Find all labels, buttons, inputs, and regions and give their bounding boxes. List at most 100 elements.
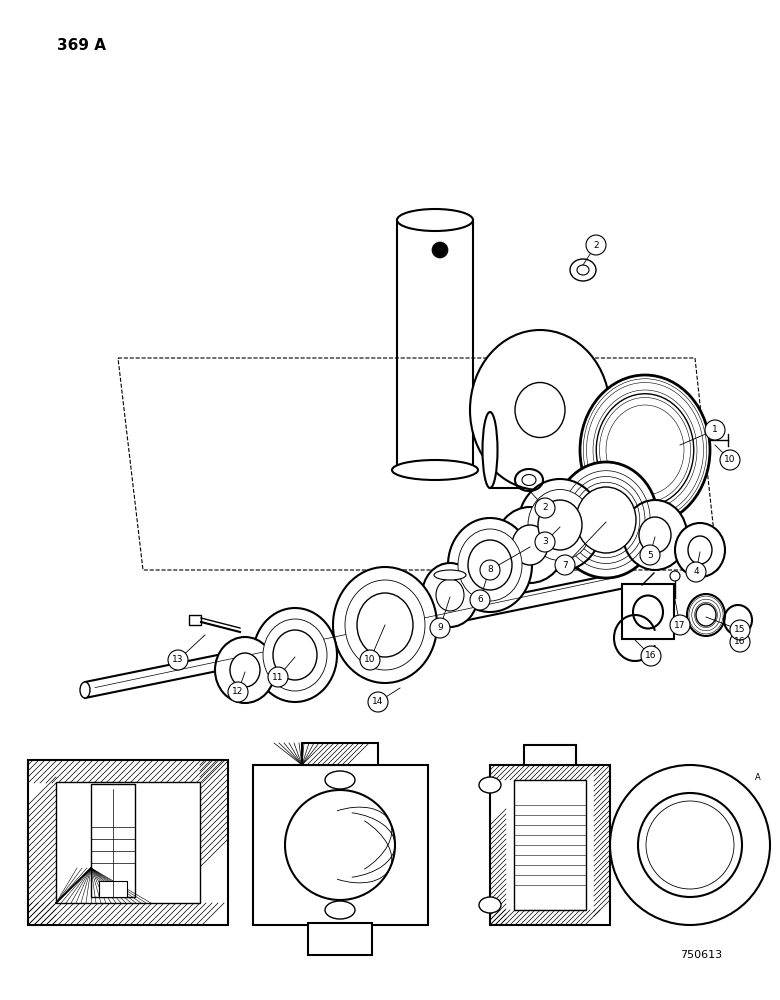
Ellipse shape — [392, 460, 478, 480]
Ellipse shape — [570, 259, 596, 281]
Circle shape — [360, 650, 380, 670]
Ellipse shape — [230, 653, 260, 687]
Ellipse shape — [458, 529, 522, 601]
Ellipse shape — [580, 375, 710, 525]
Circle shape — [638, 793, 742, 897]
Circle shape — [470, 590, 490, 610]
Ellipse shape — [422, 563, 478, 627]
Text: 14: 14 — [372, 698, 384, 706]
Text: 8: 8 — [488, 566, 493, 574]
Ellipse shape — [675, 523, 725, 577]
Ellipse shape — [333, 567, 437, 683]
Text: 10: 10 — [364, 656, 376, 664]
Ellipse shape — [577, 265, 589, 275]
Ellipse shape — [696, 604, 716, 626]
Circle shape — [368, 692, 388, 712]
Circle shape — [586, 235, 606, 255]
Circle shape — [285, 790, 395, 900]
Text: 13: 13 — [172, 656, 184, 664]
Circle shape — [730, 632, 750, 652]
Text: 750613: 750613 — [680, 950, 722, 960]
Text: 9: 9 — [437, 624, 443, 633]
Circle shape — [480, 560, 500, 580]
Ellipse shape — [515, 382, 565, 438]
Text: 2: 2 — [542, 504, 548, 512]
Circle shape — [720, 450, 740, 470]
Ellipse shape — [623, 500, 687, 570]
Ellipse shape — [325, 901, 355, 919]
Ellipse shape — [215, 637, 275, 703]
Bar — [56, 782, 200, 903]
Ellipse shape — [538, 500, 582, 550]
Ellipse shape — [345, 580, 425, 670]
Ellipse shape — [325, 771, 355, 789]
Text: A: A — [755, 772, 760, 782]
Bar — [524, 745, 576, 765]
Text: 16: 16 — [645, 652, 657, 660]
Text: 3: 3 — [542, 538, 548, 546]
Bar — [28, 760, 228, 925]
Text: 369 A: 369 A — [57, 37, 106, 52]
Text: 4: 4 — [693, 568, 699, 576]
Circle shape — [640, 545, 660, 565]
Circle shape — [432, 242, 448, 258]
Circle shape — [430, 618, 450, 638]
Ellipse shape — [688, 536, 712, 564]
FancyBboxPatch shape — [253, 765, 428, 925]
Ellipse shape — [273, 630, 317, 680]
Ellipse shape — [448, 518, 532, 612]
Bar — [91, 784, 135, 897]
Ellipse shape — [522, 475, 536, 486]
Text: 12: 12 — [232, 688, 243, 696]
Ellipse shape — [483, 412, 498, 488]
Ellipse shape — [512, 525, 548, 565]
Ellipse shape — [397, 209, 473, 231]
Ellipse shape — [80, 682, 90, 698]
Text: 2: 2 — [593, 240, 599, 249]
Ellipse shape — [479, 897, 501, 913]
Circle shape — [535, 498, 555, 518]
Ellipse shape — [518, 479, 602, 571]
Text: 1: 1 — [712, 426, 718, 434]
FancyBboxPatch shape — [622, 584, 674, 639]
Bar — [302, 743, 378, 765]
Ellipse shape — [576, 487, 636, 553]
Circle shape — [730, 620, 750, 640]
Circle shape — [228, 682, 248, 702]
Circle shape — [555, 555, 575, 575]
Ellipse shape — [470, 330, 610, 490]
Text: 6: 6 — [477, 595, 483, 604]
Ellipse shape — [479, 777, 501, 793]
FancyBboxPatch shape — [308, 923, 372, 955]
Circle shape — [670, 571, 680, 581]
Ellipse shape — [633, 595, 663, 629]
Circle shape — [268, 667, 288, 687]
Circle shape — [168, 650, 188, 670]
Ellipse shape — [495, 507, 565, 583]
Circle shape — [670, 615, 690, 635]
Text: 16: 16 — [734, 638, 746, 647]
Bar — [189, 615, 201, 625]
Ellipse shape — [253, 608, 337, 702]
Text: 15: 15 — [734, 626, 746, 635]
Ellipse shape — [596, 394, 693, 506]
Circle shape — [705, 420, 725, 440]
Ellipse shape — [468, 540, 512, 590]
Text: 7: 7 — [562, 560, 568, 570]
Ellipse shape — [554, 462, 658, 578]
Bar — [99, 881, 127, 897]
Ellipse shape — [687, 594, 725, 636]
Ellipse shape — [639, 517, 671, 553]
Ellipse shape — [357, 593, 413, 657]
Text: 17: 17 — [674, 620, 686, 630]
Ellipse shape — [436, 579, 464, 611]
Text: 5: 5 — [647, 550, 653, 560]
Bar — [514, 780, 586, 910]
Text: 11: 11 — [272, 672, 284, 682]
Ellipse shape — [434, 570, 466, 580]
Circle shape — [610, 765, 770, 925]
Circle shape — [686, 562, 706, 582]
Circle shape — [641, 646, 661, 666]
Ellipse shape — [528, 489, 592, 560]
Text: 10: 10 — [725, 456, 736, 464]
